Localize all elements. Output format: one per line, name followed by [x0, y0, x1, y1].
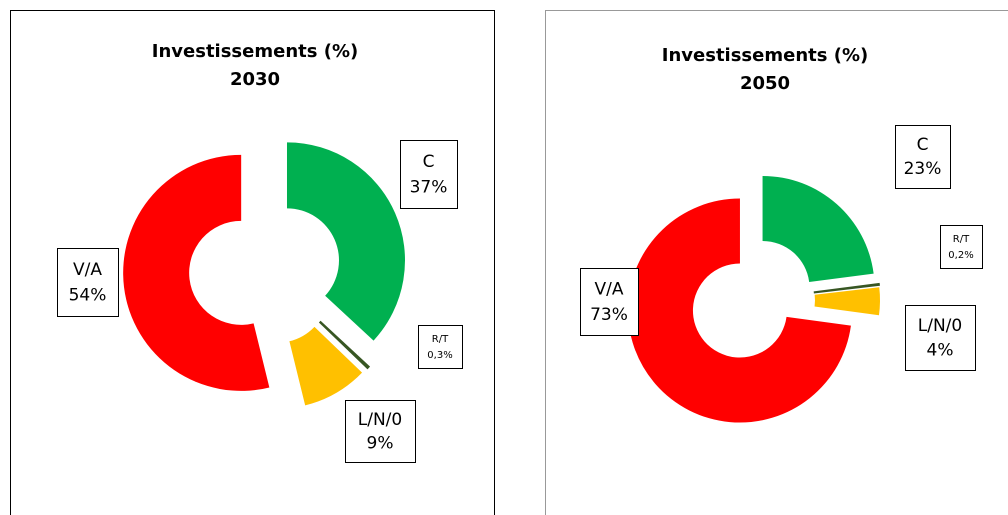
label-box [940, 225, 983, 269]
value-label: 73% [590, 305, 628, 325]
donut-segment [123, 154, 270, 391]
category-label: C [917, 135, 929, 155]
label-box [345, 400, 416, 463]
label-box [400, 140, 458, 209]
chart-title: Investissements (%) [662, 45, 868, 66]
category-label: C [423, 152, 435, 172]
value-label: 37% [410, 178, 448, 198]
panel-border [10, 10, 495, 515]
donut-segment [318, 320, 371, 370]
value-label: 0,3% [427, 350, 452, 361]
value-label: 54% [69, 286, 107, 306]
category-label: L/N/0 [358, 410, 402, 430]
value-label: 0,2% [948, 250, 973, 261]
value-label: 23% [904, 159, 942, 179]
category-label: L/N/0 [918, 316, 962, 336]
donut-segment [813, 282, 880, 294]
chart-subtitle: 2050 [740, 73, 790, 94]
panel-border [545, 10, 1008, 515]
chart-subtitle: 2030 [230, 69, 280, 90]
label-box [57, 248, 119, 317]
category-label: V/A [595, 279, 624, 299]
donut-segment [762, 175, 874, 282]
donut-segment [286, 142, 405, 341]
value-label: 9% [367, 433, 394, 453]
category-label: R/T [953, 234, 970, 245]
donut-segment [814, 287, 880, 316]
label-box [418, 325, 463, 369]
donut-segment [627, 198, 851, 423]
label-box [895, 125, 951, 189]
category-label: V/A [73, 260, 102, 280]
category-label: R/T [432, 334, 449, 345]
value-label: 4% [927, 341, 954, 361]
chart-title: Investissements (%) [152, 41, 358, 62]
label-box [580, 268, 639, 336]
donut-segment [289, 326, 363, 406]
label-box [905, 305, 976, 371]
